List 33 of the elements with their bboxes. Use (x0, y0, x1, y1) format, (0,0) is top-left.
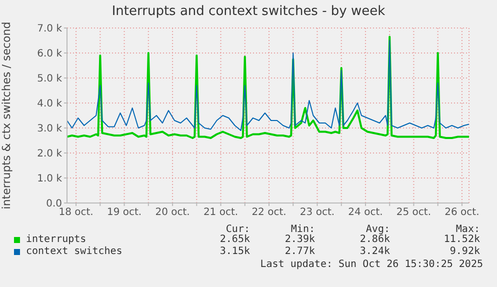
x-tick-label: 26 oct. (444, 207, 480, 218)
x-tick-label: 20 oct. (155, 207, 190, 218)
text: 3.24k (360, 246, 390, 257)
text: Min: (290, 224, 315, 235)
y-tick-label: 5.0 k (37, 74, 62, 85)
text: Cur: (226, 224, 250, 235)
x-tick-label: 19 oct. (106, 207, 142, 218)
y-axis-title: interrupts & ctx switches / second (0, 21, 14, 209)
text: 2.86k (360, 234, 390, 245)
y-tick-label: 6.0 k (37, 48, 62, 60)
legend-label: context switches (26, 246, 122, 257)
text: 2.65k (220, 234, 250, 245)
text: 9.92k (450, 246, 480, 257)
text: 2.39k (284, 234, 315, 245)
y-tick-label: 3.0 k (37, 124, 62, 135)
text: Avg: (366, 224, 390, 235)
x-tick-label: 23 oct. (300, 207, 335, 218)
x-tick-label: 24 oct. (348, 207, 383, 218)
text: Last update: Sun Oct 26 15:30:25 2025 (260, 259, 483, 270)
x-tick-label: 22 oct. (252, 207, 286, 218)
x-tick-label: 25 oct. (396, 207, 432, 218)
x-tick-label: 21 oct. (203, 207, 238, 218)
x-tick-label: 18 oct. (58, 207, 94, 218)
y-tick-label: 4.0 k (37, 98, 62, 110)
text: Max: (456, 224, 480, 235)
text: 2.77k (284, 246, 315, 257)
text: 11.52k (444, 234, 480, 245)
legend-label: interrupts (26, 234, 86, 245)
y-tick-label: 7.0 k (37, 24, 62, 35)
chart-title: Interrupts and context switches - by week (110, 4, 386, 19)
y-tick-label: 2.0 k (37, 148, 62, 160)
text: 3.15k (220, 246, 250, 257)
y-tick-label: 1.0 k (37, 174, 62, 185)
